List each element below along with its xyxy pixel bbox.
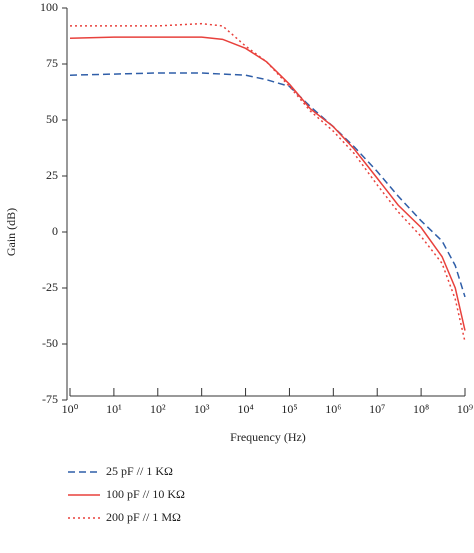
x-tick-label: 10⁹ xyxy=(457,402,473,416)
y-tick-label: -50 xyxy=(42,336,58,350)
x-tick-label: 10² xyxy=(150,402,166,416)
x-tick-label: 10⁶ xyxy=(325,402,341,416)
x-tick-label: 10⁸ xyxy=(413,402,429,416)
x-tick-label: 10⁵ xyxy=(281,402,297,416)
y-tick-label: 75 xyxy=(46,56,58,70)
y-tick-label: -75 xyxy=(42,392,58,406)
x-tick-label: 10³ xyxy=(194,402,210,416)
y-tick-label: 100 xyxy=(40,0,58,14)
x-tick-label: 10¹ xyxy=(106,402,122,416)
y-tick-label: 0 xyxy=(52,224,58,238)
series-line xyxy=(69,72,466,298)
y-tick-label: -25 xyxy=(42,280,58,294)
y-axis-label: Gain (dB) xyxy=(4,208,18,256)
x-tick-label: 10⁴ xyxy=(237,402,253,416)
legend-label: 25 pF // 1 KΩ xyxy=(106,464,173,478)
legend-label: 200 pF // 1 MΩ xyxy=(106,510,181,524)
x-tick-label: 10⁷ xyxy=(369,402,385,416)
legend-label: 100 pF // 10 KΩ xyxy=(106,487,185,501)
y-tick-label: 25 xyxy=(46,168,58,182)
series-line xyxy=(69,36,466,331)
x-axis-label: Frequency (Hz) xyxy=(230,430,306,444)
y-tick-label: 50 xyxy=(46,112,58,126)
x-tick-label: 10⁰ xyxy=(62,402,79,416)
series-line xyxy=(70,22,466,342)
